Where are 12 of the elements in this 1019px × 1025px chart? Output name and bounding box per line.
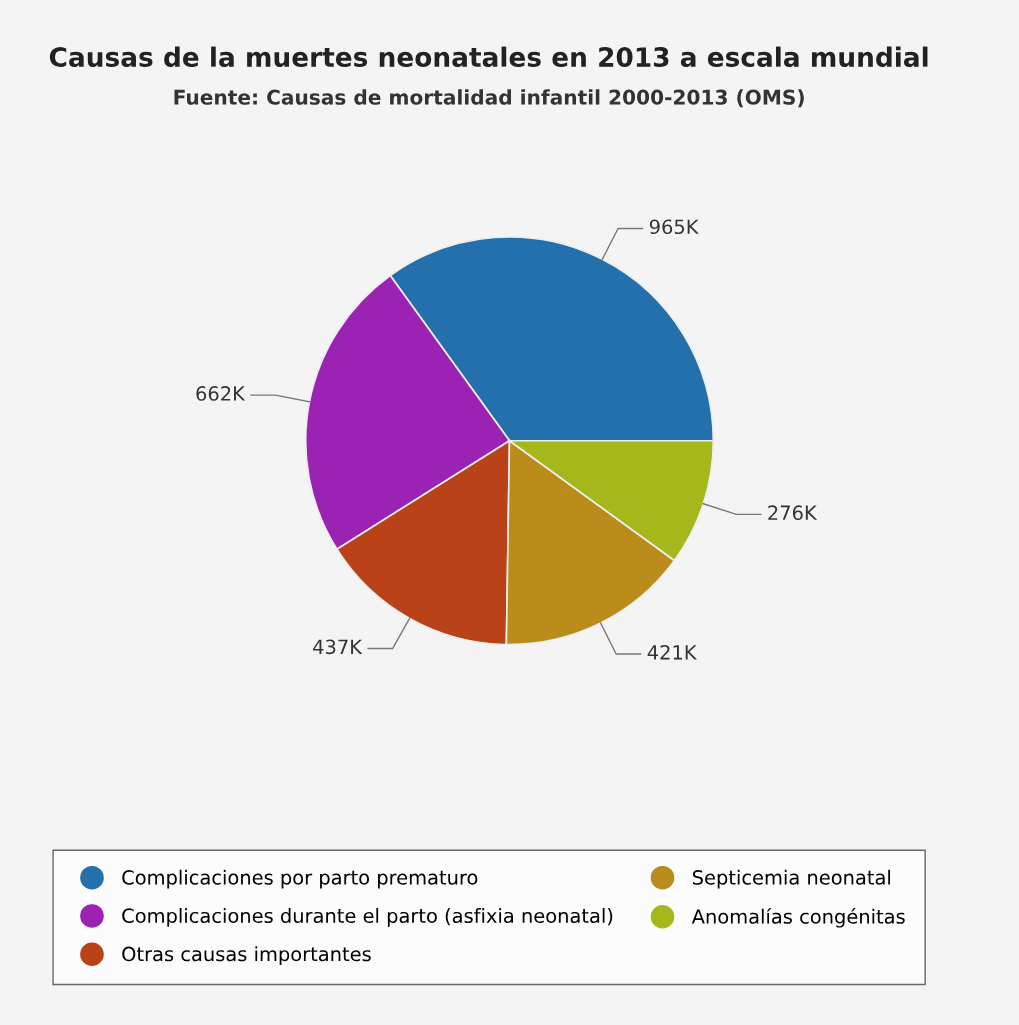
- legend-label: Otras causas importantes: [122, 946, 371, 966]
- chart-title: Causas de la muertes neonatales en 2013 a escala mundial: [49, 46, 928, 67]
- legend-label: Complicaciones durante el parto (asfixia neonatal): [122, 908, 613, 927]
- legend-label: Complicaciones por parto prematuro: [122, 869, 478, 889]
- data-label: 421K: [647, 644, 697, 660]
- data-label: 276K: [768, 505, 818, 521]
- data-label: 437K: [313, 639, 363, 655]
- data-label: 662K: [196, 386, 246, 401]
- legend-label: Anomalías congénitas: [691, 908, 905, 928]
- legend-label: Septicemia neonatal: [692, 869, 890, 889]
- chart-subtitle: Fuente: Causas de mortalidad infantil 2000-2013 (OMS): [174, 89, 804, 108]
- data-label: 965K: [649, 219, 699, 235]
